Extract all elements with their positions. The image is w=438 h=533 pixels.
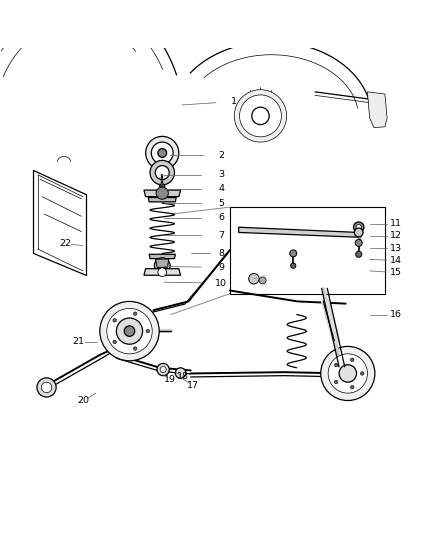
- FancyBboxPatch shape: [230, 207, 385, 294]
- Circle shape: [146, 136, 179, 169]
- Text: 19: 19: [164, 375, 176, 384]
- Text: 22: 22: [59, 239, 71, 248]
- Text: 8: 8: [218, 249, 224, 258]
- Text: 16: 16: [390, 310, 402, 319]
- Text: 6: 6: [218, 213, 224, 222]
- Circle shape: [240, 95, 282, 137]
- Circle shape: [37, 378, 56, 397]
- Circle shape: [259, 277, 266, 284]
- Circle shape: [151, 142, 173, 164]
- Circle shape: [160, 367, 166, 373]
- Polygon shape: [144, 190, 180, 197]
- Circle shape: [360, 372, 364, 375]
- Circle shape: [107, 309, 152, 354]
- Circle shape: [234, 90, 287, 142]
- Text: 5: 5: [218, 199, 224, 208]
- Text: 21: 21: [72, 337, 85, 346]
- Text: 13: 13: [390, 244, 402, 253]
- Circle shape: [156, 187, 168, 199]
- Circle shape: [356, 251, 362, 257]
- Circle shape: [355, 239, 362, 246]
- Circle shape: [328, 354, 367, 393]
- Circle shape: [354, 228, 363, 237]
- Circle shape: [159, 183, 165, 189]
- Circle shape: [134, 347, 137, 350]
- Circle shape: [157, 364, 169, 376]
- Circle shape: [350, 385, 354, 389]
- Text: 17: 17: [187, 381, 199, 390]
- Circle shape: [124, 326, 135, 336]
- Circle shape: [134, 312, 137, 316]
- Circle shape: [113, 340, 117, 344]
- Text: 11: 11: [390, 219, 402, 228]
- Text: 3: 3: [218, 171, 224, 179]
- Circle shape: [100, 302, 159, 361]
- Circle shape: [334, 380, 338, 384]
- Text: 7: 7: [218, 231, 224, 239]
- Polygon shape: [144, 269, 180, 275]
- Text: 15: 15: [390, 268, 402, 277]
- Circle shape: [290, 250, 297, 257]
- Circle shape: [113, 319, 117, 322]
- Circle shape: [150, 160, 174, 185]
- Circle shape: [175, 368, 186, 378]
- Text: 20: 20: [78, 397, 90, 406]
- Text: 10: 10: [215, 279, 227, 288]
- Text: 2: 2: [218, 151, 224, 160]
- Text: 12: 12: [390, 231, 402, 240]
- Circle shape: [334, 364, 338, 367]
- Polygon shape: [149, 254, 175, 259]
- Circle shape: [350, 358, 354, 361]
- Polygon shape: [367, 92, 387, 128]
- Circle shape: [290, 263, 296, 268]
- Circle shape: [117, 318, 143, 344]
- Circle shape: [321, 346, 375, 400]
- Polygon shape: [239, 227, 359, 237]
- Circle shape: [158, 149, 166, 157]
- Circle shape: [41, 382, 52, 393]
- Polygon shape: [148, 198, 176, 202]
- Circle shape: [249, 273, 259, 284]
- Circle shape: [154, 258, 170, 273]
- Circle shape: [155, 166, 169, 180]
- Text: 1: 1: [231, 97, 237, 106]
- Text: 18: 18: [177, 372, 189, 381]
- Text: 14: 14: [390, 256, 402, 265]
- Circle shape: [252, 107, 269, 125]
- Circle shape: [146, 329, 150, 333]
- Polygon shape: [155, 259, 169, 268]
- Circle shape: [339, 365, 357, 382]
- Circle shape: [158, 268, 166, 277]
- Circle shape: [356, 224, 361, 230]
- Circle shape: [353, 222, 364, 232]
- Text: 4: 4: [218, 184, 224, 193]
- Text: 9: 9: [218, 263, 224, 272]
